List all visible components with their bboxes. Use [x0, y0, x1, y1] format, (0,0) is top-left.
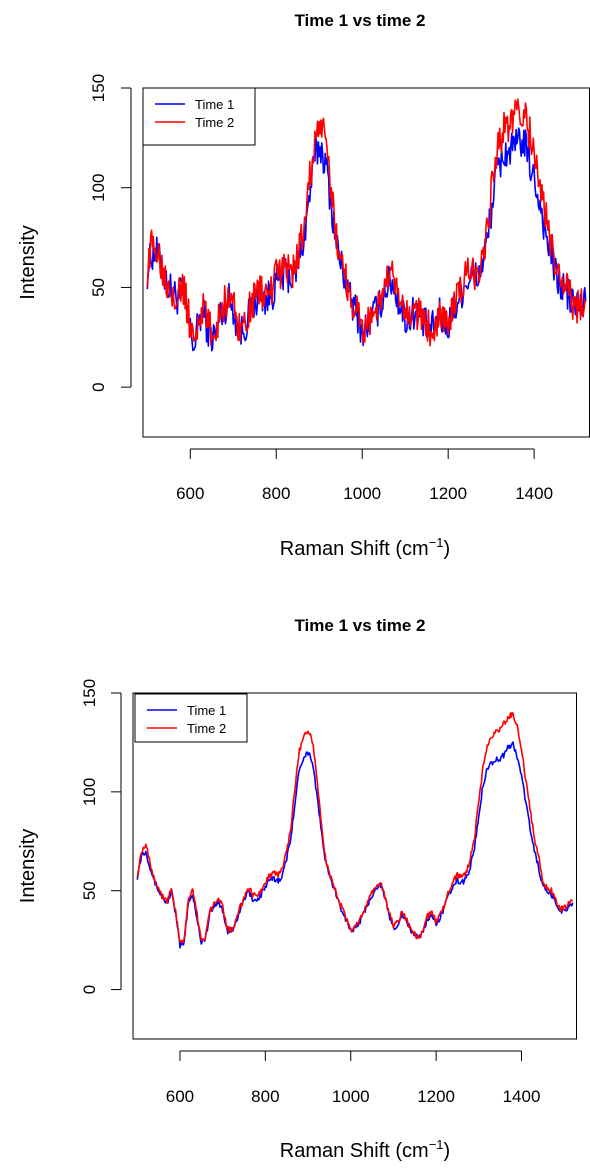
top-chart-title: Time 1 vs time 2	[294, 11, 425, 30]
bottom-chart-title: Time 1 vs time 2	[294, 616, 425, 635]
bottom-y-axis-label: Intensity	[17, 829, 39, 903]
bottom-legend-label: Time 2	[187, 721, 226, 736]
bottom-y-tick-label: 0	[80, 985, 99, 994]
bottom-legend-label: Time 1	[187, 703, 226, 718]
top-y-tick-label: 150	[89, 74, 108, 102]
top-legend-box	[142, 87, 256, 146]
top-legend-label: Time 1	[195, 97, 234, 112]
bottom-y-tick-label: 150	[80, 679, 99, 707]
bottom-y-tick-label: 100	[80, 778, 99, 806]
bottom-series-group	[136, 711, 574, 949]
bottom-x-tick-label: 600	[166, 1087, 194, 1106]
chart-bottom-svg: Time 1 vs time 2 600 800 1000 1200 1400 0 50 100…	[17, 616, 577, 1162]
top-series-group	[146, 98, 587, 352]
top-x-tick-label: 800	[262, 484, 290, 503]
bottom-plot-frame	[132, 692, 577, 1040]
bottom-x-tick-label: 1200	[417, 1087, 455, 1106]
top-x-tick-label: 1200	[429, 484, 467, 503]
top-x-axis-label: Raman Shift (cm−1)	[280, 535, 450, 560]
top-x-tick-label: 600	[176, 484, 204, 503]
chart-top-svg: Time 1 vs time 2 600 800 1000 1200 1400 0 50 100…	[17, 11, 590, 560]
top-legend-label: Time 2	[195, 115, 234, 130]
top-series-line-time-2	[146, 98, 587, 347]
top-legend: Time 1 Time 2	[142, 87, 256, 146]
top-y-axis-label: Intensity	[17, 225, 39, 299]
bottom-x-tick-label: 1000	[332, 1087, 370, 1106]
bottom-legend-box	[134, 693, 248, 743]
bottom-x-tick-label: 1400	[503, 1087, 541, 1106]
bottom-x-tick-label: 800	[251, 1087, 279, 1106]
bottom-y-tick-label: 50	[80, 881, 99, 900]
top-y-tick-label: 50	[89, 278, 108, 297]
chart-top: Time 1 vs time 2 600 800 1000 1200 1400 0 50 100…	[0, 0, 590, 586]
bottom-series-line-time-2	[136, 711, 573, 944]
chart-bottom: Time 1 vs time 2 600 800 1000 1200 1400 0 50 100…	[0, 586, 590, 1171]
bottom-series-line-time-1	[136, 741, 574, 949]
top-y-tick-label: 0	[89, 382, 108, 391]
top-y-tick-label: 100	[89, 174, 108, 202]
bottom-x-axis-label: Raman Shift (cm−1)	[280, 1137, 450, 1162]
top-x-tick-label: 1400	[515, 484, 553, 503]
top-x-tick-label: 1000	[343, 484, 381, 503]
top-series-line-time-1	[146, 127, 587, 352]
bottom-legend: Time 1 Time 2	[134, 693, 248, 743]
